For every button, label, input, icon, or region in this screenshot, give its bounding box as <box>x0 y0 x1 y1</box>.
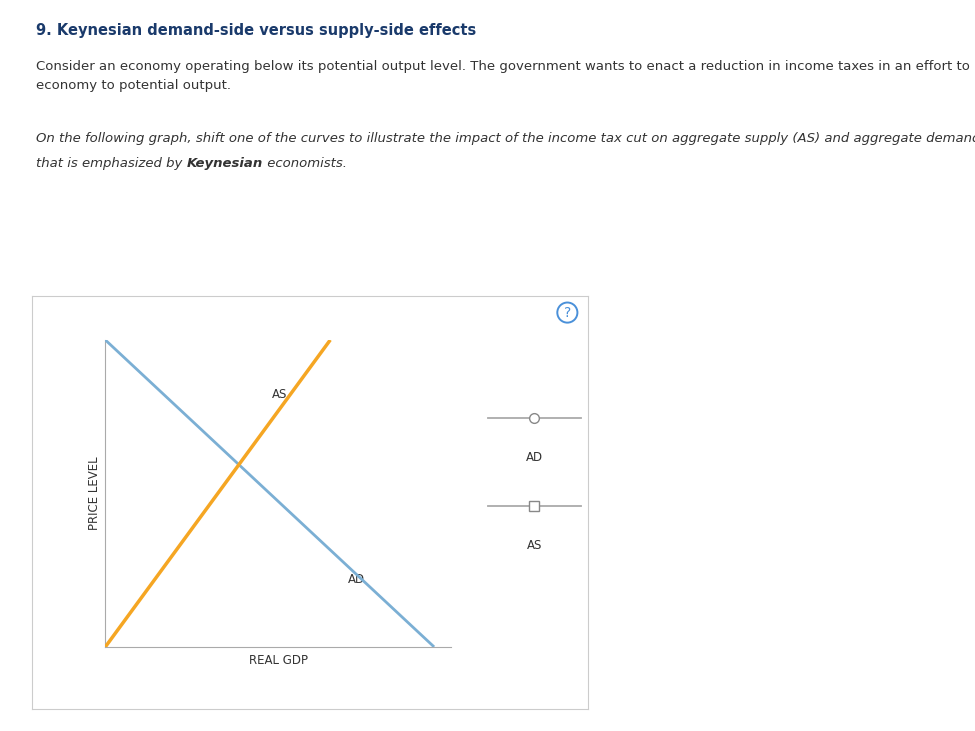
Text: On the following graph, shift one of the curves to illustrate the impact of the : On the following graph, shift one of the… <box>36 132 975 145</box>
Text: economists.: economists. <box>263 157 347 170</box>
Text: AS: AS <box>271 388 287 401</box>
Y-axis label: PRICE LEVEL: PRICE LEVEL <box>88 457 101 530</box>
Text: ?: ? <box>564 306 571 319</box>
Text: Consider an economy operating below its potential output level. The government w: Consider an economy operating below its … <box>36 60 975 92</box>
Text: 9. Keynesian demand-side versus supply-side effects: 9. Keynesian demand-side versus supply-s… <box>36 23 477 39</box>
Text: Keynesian: Keynesian <box>186 157 263 170</box>
Text: AS: AS <box>526 539 542 552</box>
Text: AD: AD <box>526 450 543 463</box>
Text: that is emphasized by: that is emphasized by <box>36 157 186 170</box>
X-axis label: REAL GDP: REAL GDP <box>249 654 308 667</box>
Text: AD: AD <box>347 573 365 586</box>
